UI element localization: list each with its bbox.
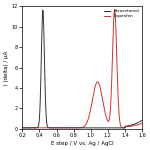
Y-axis label: I (delta) / μA: I (delta) / μA (4, 50, 9, 85)
X-axis label: E step / V vs. Ag / AgCl: E step / V vs. Ag / AgCl (51, 141, 113, 146)
Legend: Paracetamol, Ibuprofen: Paracetamol, Ibuprofen (103, 8, 140, 19)
